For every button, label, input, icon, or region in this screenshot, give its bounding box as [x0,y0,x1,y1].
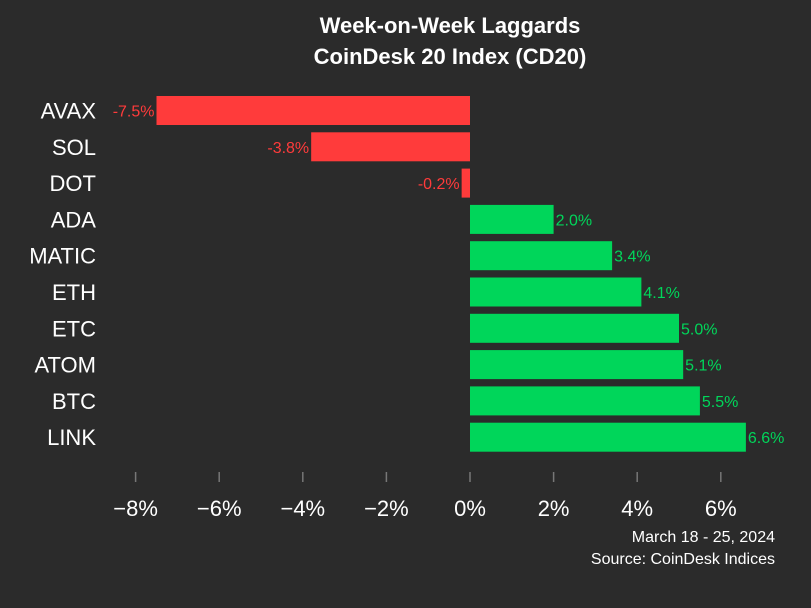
x-tick-label: 2% [538,496,570,521]
bar-link [470,422,746,452]
source-note: Source: CoinDesk Indices [590,551,775,568]
bar-btc [470,386,700,416]
bar-atom [470,350,684,380]
category-label-matic: MATIC [29,244,96,269]
date-range-note: March 18 - 25, 2024 [631,529,775,546]
x-tick-label: −8% [113,496,158,521]
bar-matic [470,241,613,271]
x-tick-label: 0% [454,496,486,521]
bar-dot [461,168,470,198]
category-label-atom: ATOM [34,353,96,378]
value-label-dot: -0.2% [418,176,460,193]
bar-etc [470,313,679,343]
category-label-eth: ETH [52,280,96,305]
x-tick-label: 6% [705,496,737,521]
category-label-link: LINK [47,425,96,450]
x-tick-label: −6% [197,496,242,521]
category-label-etc: ETC [52,316,96,341]
value-label-link: 6.6% [748,430,784,447]
category-label-btc: BTC [52,389,96,414]
bar-avax [156,96,470,125]
value-label-sol: -3.8% [267,140,309,157]
category-label-ada: ADA [51,207,97,232]
value-label-matic: 3.4% [614,249,650,266]
value-label-btc: 5.5% [702,394,738,411]
value-label-etc: 5.0% [681,321,717,338]
chart-title: Week-on-Week Laggards [319,13,581,38]
value-label-avax: -7.5% [113,104,155,121]
bar-eth [470,277,642,307]
category-label-avax: AVAX [41,99,97,124]
chart-subtitle: CoinDesk 20 Index (CD20) [313,44,587,69]
value-label-ada: 2.0% [556,212,592,229]
bar-ada [470,204,554,234]
value-label-atom: 5.1% [685,358,721,375]
bar-sol [311,132,470,162]
x-tick-label: 4% [621,496,653,521]
category-label-sol: SOL [52,135,96,160]
value-label-eth: 4.1% [643,285,679,302]
x-tick-label: −2% [364,496,409,521]
category-label-dot: DOT [50,171,96,196]
x-tick-label: −4% [280,496,325,521]
